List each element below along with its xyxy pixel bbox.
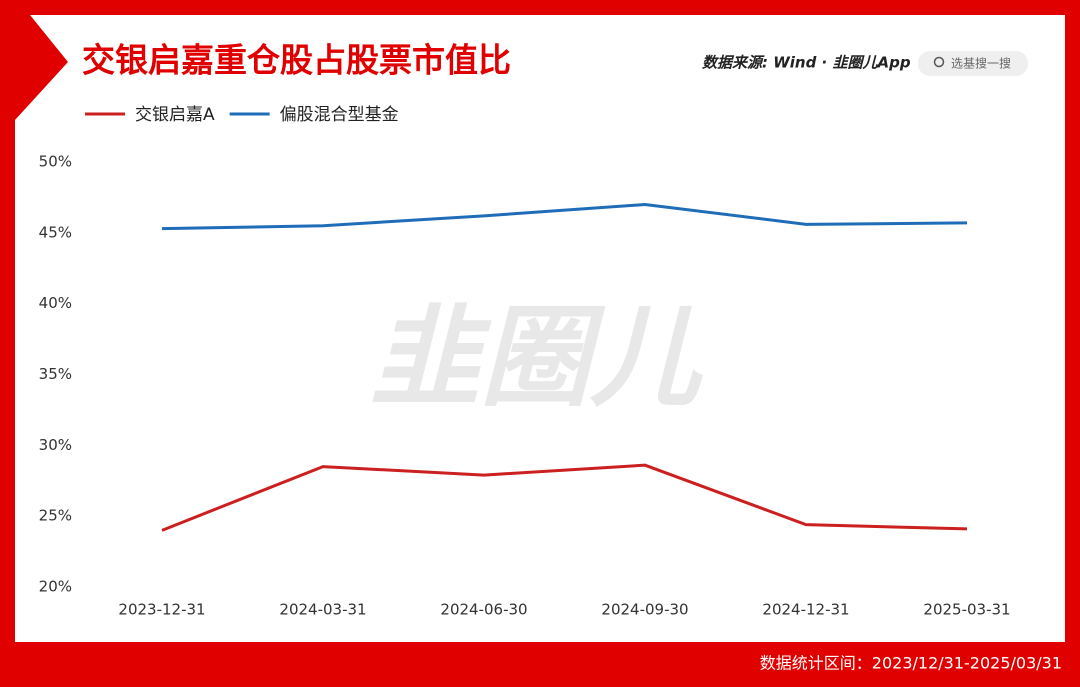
series-line — [161, 463, 968, 532]
y-tick-label: 25% — [39, 507, 72, 525]
series-line — [161, 202, 968, 231]
y-tick-label: 45% — [39, 223, 72, 241]
footer: 数据统计区间：2023/12/31-2025/03/31 — [760, 654, 1062, 673]
x-tick-label: 2024-06-30 — [440, 601, 527, 619]
corner-flag — [15, 15, 68, 120]
y-tick-label: 50% — [39, 153, 72, 171]
legend-label: 交银启嘉A — [135, 105, 215, 125]
y-tick-label: 40% — [39, 294, 72, 312]
panel — [15, 15, 1065, 642]
x-tick-label: 2024-03-31 — [279, 601, 366, 619]
search-box[interactable] — [918, 51, 1028, 76]
y-tick-label: 20% — [39, 578, 72, 596]
x-tick-label: 2024-12-31 — [762, 601, 849, 619]
search-text[interactable]: 选基搜一搜 — [951, 56, 1011, 71]
y-tick-label: 35% — [39, 365, 72, 383]
x-tick-label: 2024-09-30 — [601, 601, 688, 619]
legend-label: 偏股混合型基金 — [280, 105, 399, 125]
y-tick-label: 30% — [39, 436, 72, 454]
watermark: 韭圈儿 — [370, 293, 704, 421]
chart-title: 交银启嘉重仓股占股票市值比 — [82, 41, 511, 80]
x-tick-label: 2023-12-31 — [118, 601, 205, 619]
x-tick-label: 2025-03-31 — [923, 601, 1010, 619]
source: 数据来源: Wind · 韭圈儿App — [702, 54, 911, 72]
search-icon — [933, 56, 945, 68]
